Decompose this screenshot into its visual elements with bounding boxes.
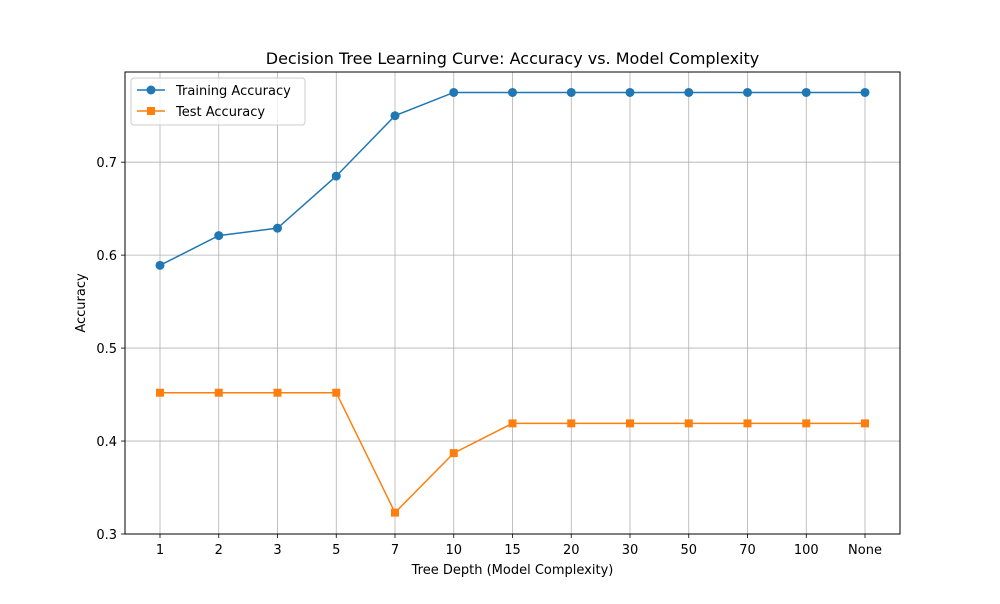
y-tick-label: 0.7 (96, 156, 117, 171)
training-accuracy-point (566, 87, 576, 97)
test-accuracy-point (156, 388, 164, 397)
test-accuracy-point (567, 419, 576, 428)
training-accuracy-point (684, 87, 694, 97)
axis-ticks: 1 2 3 5 7 10 15 20 30 50 70 100 None 0.3 0.4 0.5 0.6 0.7 (96, 156, 882, 558)
x-tick-label: 7 (391, 543, 399, 558)
training-accuracy-point (331, 171, 341, 181)
x-tick-label: 15 (504, 543, 521, 558)
training-accuracy-point (214, 231, 224, 241)
test-accuracy-point (508, 419, 517, 428)
test-accuracy-point (684, 419, 693, 428)
chart-title: Decision Tree Learning Curve: Accuracy v… (266, 49, 759, 68)
legend-marker-test (147, 107, 155, 115)
training-accuracy-point (860, 87, 870, 97)
x-tick-label: None (848, 543, 882, 558)
training-accuracy-point (155, 260, 165, 270)
y-tick-label: 0.5 (96, 342, 117, 357)
training-accuracy-point (449, 87, 459, 97)
training-accuracy-point (273, 223, 282, 233)
test-accuracy-point (626, 419, 634, 428)
legend-marker-training (146, 85, 156, 95)
x-tick-label: 20 (563, 543, 580, 558)
training-accuracy-point (801, 87, 811, 97)
training-accuracy-point (625, 87, 635, 97)
test-accuracy-point (861, 419, 869, 428)
y-tick-label: 0.4 (96, 435, 117, 450)
x-tick-label: 1 (156, 543, 164, 558)
x-tick-label: 5 (332, 543, 340, 558)
test-accuracy-point (391, 508, 399, 517)
x-tick-label: 3 (273, 543, 281, 558)
test-accuracy-point (743, 419, 752, 428)
series-group (155, 87, 870, 517)
test-accuracy-point (273, 388, 282, 397)
y-axis-label: Accuracy (74, 273, 89, 333)
y-tick-label: 0.6 (96, 249, 117, 264)
y-tick-label: 0.3 (96, 528, 117, 543)
x-tick-label: 70 (739, 543, 756, 558)
x-tick-label: 30 (622, 543, 639, 558)
training-accuracy-point (390, 111, 400, 121)
test-accuracy-point (214, 388, 223, 397)
test-accuracy-point (802, 419, 811, 428)
legend-box (130, 77, 306, 126)
x-tick-label: 50 (680, 543, 697, 558)
grid (125, 72, 900, 535)
x-axis-label: Tree Depth (Model Complexity) (411, 563, 614, 578)
legend: Training Accuracy Test Accuracy (130, 77, 306, 126)
training-accuracy-point (508, 87, 517, 97)
x-tick-label: 100 (794, 543, 819, 558)
x-tick-label: 2 (215, 543, 223, 558)
legend-label-training: Training Accuracy (175, 84, 291, 99)
legend-label-test: Test Accuracy (175, 105, 265, 120)
x-tick-label: 10 (445, 543, 462, 558)
test-accuracy-point (449, 449, 458, 458)
test-accuracy-point (332, 388, 341, 397)
training-accuracy-point (743, 87, 752, 97)
